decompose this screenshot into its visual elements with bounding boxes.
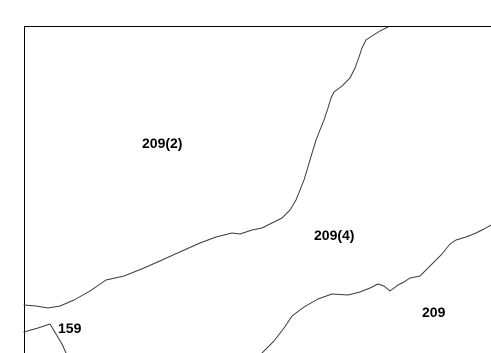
parcel-label-209: 209	[422, 304, 446, 320]
parcel-label-159: 159	[58, 320, 82, 336]
parcel-label-209-4: 209(4)	[314, 227, 354, 243]
parcel-label-209-2: 209(2)	[142, 135, 182, 151]
boundary-209-4-209	[261, 224, 491, 353]
boundary-159	[23, 323, 67, 353]
boundary-209-2-209-4	[23, 26, 389, 309]
